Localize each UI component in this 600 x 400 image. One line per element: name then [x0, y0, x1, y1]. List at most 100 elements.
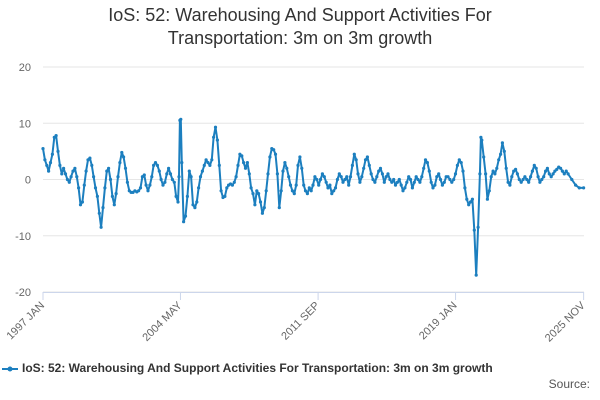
data-point[interactable] [373, 180, 377, 184]
data-point[interactable] [279, 189, 283, 193]
data-point[interactable] [448, 177, 452, 182]
data-point[interactable] [484, 172, 488, 176]
data-point[interactable] [495, 166, 499, 170]
data-point[interactable] [148, 183, 152, 187]
data-point[interactable] [337, 172, 341, 176]
data-point[interactable] [438, 177, 443, 182]
data-point[interactable] [260, 211, 264, 215]
data-point[interactable] [75, 175, 79, 179]
data-point[interactable] [232, 180, 236, 184]
data-point[interactable] [433, 183, 437, 187]
data-point[interactable] [320, 172, 324, 176]
data-point[interactable] [514, 167, 518, 171]
data-point[interactable] [425, 161, 429, 165]
data-point[interactable] [491, 169, 495, 173]
data-point[interactable] [545, 166, 550, 170]
data-point[interactable] [180, 161, 184, 165]
data-point[interactable] [519, 180, 523, 184]
data-point[interactable] [281, 169, 285, 173]
data-point[interactable] [43, 158, 47, 162]
data-point[interactable] [367, 163, 371, 167]
data-point[interactable] [527, 180, 531, 184]
data-point[interactable] [369, 172, 373, 176]
data-point[interactable] [288, 183, 293, 187]
data-point[interactable] [189, 175, 193, 179]
data-point[interactable] [210, 158, 214, 162]
data-point[interactable] [200, 169, 204, 173]
data-point[interactable] [108, 177, 113, 182]
data-point[interactable] [489, 175, 493, 179]
data-point[interactable] [536, 175, 540, 179]
data-point[interactable] [54, 134, 58, 138]
data-point[interactable] [457, 158, 461, 162]
data-point[interactable] [547, 172, 551, 176]
data-point[interactable] [251, 192, 255, 196]
data-point[interactable] [313, 175, 317, 179]
data-point[interactable] [170, 177, 174, 182]
data-point[interactable] [213, 125, 218, 129]
data-point[interactable] [273, 152, 278, 156]
data-point[interactable] [257, 192, 261, 196]
data-point[interactable] [574, 183, 578, 187]
data-point[interactable] [303, 189, 308, 193]
data-point[interactable] [540, 177, 544, 182]
data-point[interactable] [437, 172, 441, 176]
data-point[interactable] [153, 161, 158, 165]
data-point[interactable] [88, 156, 92, 160]
data-point[interactable] [298, 155, 302, 159]
data-point[interactable] [375, 175, 379, 179]
data-point[interactable] [112, 203, 116, 207]
data-point[interactable] [582, 186, 586, 190]
data-point[interactable] [195, 200, 199, 204]
data-point[interactable] [245, 161, 249, 165]
data-point[interactable] [435, 175, 439, 179]
data-point[interactable] [219, 189, 223, 193]
data-point[interactable] [47, 169, 51, 173]
data-point[interactable] [116, 175, 120, 179]
data-point[interactable] [455, 163, 459, 167]
data-point[interactable] [285, 166, 289, 170]
data-point[interactable] [423, 158, 428, 162]
data-point[interactable] [341, 180, 345, 184]
data-point[interactable] [80, 200, 84, 204]
data-point[interactable] [71, 169, 75, 173]
data-point[interactable] [401, 189, 405, 193]
data-point[interactable] [45, 163, 49, 167]
data-point[interactable] [542, 175, 546, 179]
data-point[interactable] [388, 177, 392, 182]
data-point[interactable] [504, 166, 508, 170]
data-point[interactable] [101, 206, 105, 210]
data-point[interactable] [508, 183, 512, 187]
data-point[interactable] [50, 152, 55, 156]
data-point[interactable] [309, 189, 313, 193]
data-point[interactable] [348, 175, 353, 179]
data-point[interactable] [446, 175, 450, 179]
data-point[interactable] [365, 155, 369, 159]
data-point[interactable] [174, 194, 178, 198]
data-point[interactable] [440, 183, 444, 187]
data-point[interactable] [167, 166, 171, 170]
data-point[interactable] [377, 169, 381, 173]
data-point[interactable] [534, 166, 538, 170]
data-point[interactable] [249, 186, 253, 190]
data-point[interactable] [371, 177, 375, 182]
data-point[interactable] [212, 135, 216, 139]
data-point[interactable] [315, 177, 319, 182]
data-point[interactable] [360, 175, 364, 179]
data-point[interactable] [403, 186, 407, 190]
data-point[interactable] [294, 183, 298, 187]
data-point[interactable] [208, 163, 212, 167]
data-point[interactable] [275, 172, 279, 176]
data-point[interactable] [144, 183, 148, 187]
data-point[interactable] [525, 177, 529, 182]
data-point[interactable] [300, 166, 304, 170]
data-point[interactable] [335, 177, 339, 182]
data-point[interactable] [146, 189, 150, 193]
data-point[interactable] [463, 186, 467, 190]
data-point[interactable] [296, 163, 300, 167]
data-point[interactable] [65, 177, 69, 182]
data-point[interactable] [157, 169, 161, 173]
data-point[interactable] [215, 138, 219, 142]
data-point[interactable] [538, 180, 542, 184]
data-point[interactable] [307, 186, 311, 190]
